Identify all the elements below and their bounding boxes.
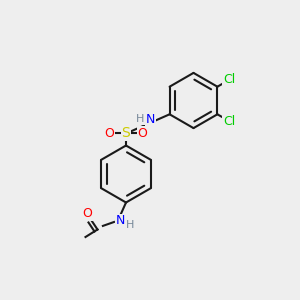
Text: H: H [126, 220, 135, 230]
Text: H: H [136, 114, 145, 124]
Text: S: S [122, 127, 130, 140]
Text: O: O [138, 127, 147, 140]
Text: Cl: Cl [223, 74, 235, 86]
Text: O: O [105, 127, 114, 140]
Text: N: N [116, 214, 125, 227]
Text: O: O [82, 207, 92, 220]
Text: Cl: Cl [223, 115, 235, 128]
Text: N: N [146, 113, 155, 126]
